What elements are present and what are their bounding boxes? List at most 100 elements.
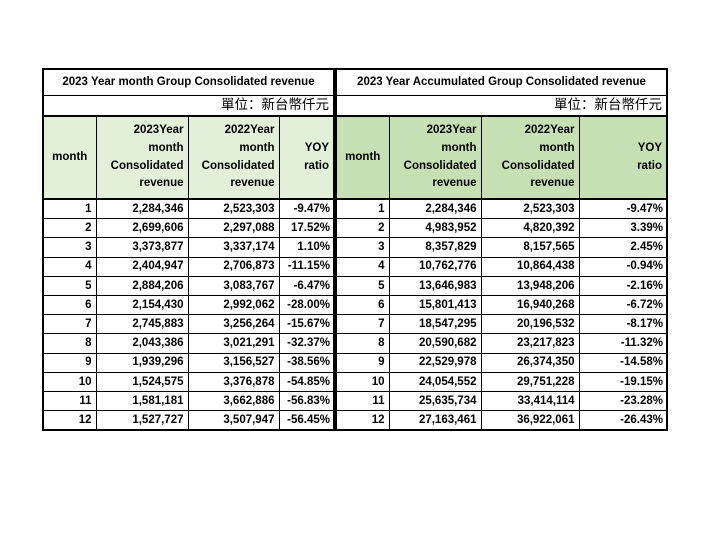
yoy-cell: -32.37%: [278, 333, 335, 354]
revenue-2022-cell: 36,922,061: [480, 410, 580, 431]
revenue-2023-column-header: 2023Year month Consolidated revenue: [388, 115, 482, 200]
yoy-cell: -6.47%: [278, 275, 335, 296]
month-cell: 2: [42, 218, 97, 239]
month-cell: 3: [335, 237, 390, 258]
yoy-cell: -15.67%: [278, 314, 335, 335]
month-cell: 6: [335, 294, 390, 316]
table-row: 8 2,043,386 3,021,291 -32.37%: [42, 333, 335, 354]
yoy-cell: 17.52%: [278, 218, 335, 239]
monthly-table-title: 2023 Year month Group Consolidated reven…: [42, 68, 335, 96]
unit-label: 單位：新台幣仟元: [335, 95, 668, 117]
revenue-2022-cell: 2,297,088: [187, 218, 280, 239]
table-row: 10 1,524,575 3,376,878 -54.85%: [42, 371, 335, 392]
month-cell: 7: [335, 314, 390, 335]
table-row: 7 18,547,295 20,196,532 -8.17%: [335, 314, 668, 335]
yoy-cell: -2.16%: [578, 275, 668, 296]
revenue-2022-cell: 3,376,878: [187, 371, 280, 392]
revenue-2023-cell: 2,043,386: [95, 333, 189, 354]
month-cell: 4: [42, 256, 97, 277]
revenue-2022-cell: 20,196,532: [480, 314, 580, 335]
yoy-cell: -14.58%: [578, 352, 668, 373]
yoy-cell: -11.15%: [278, 256, 335, 277]
revenue-2023-cell: 22,529,978: [388, 352, 482, 373]
revenue-2023-cell: 20,590,682: [388, 333, 482, 354]
accumulated-table-title: 2023 Year Accumulated Group Consolidated…: [335, 68, 668, 96]
revenue-2022-cell: 23,217,823: [480, 333, 580, 354]
accumulated-table-header-row: month 2023Year month Consolidated revenu…: [335, 115, 668, 200]
revenue-2023-cell: 18,547,295: [388, 314, 482, 335]
table-row: 8 20,590,682 23,217,823 -11.32%: [335, 333, 668, 354]
accumulated-revenue-table: 2023 Year Accumulated Group Consolidated…: [335, 68, 668, 432]
yoy-ratio-column-header: YOY ratio: [278, 115, 335, 200]
table-row: 9 1,939,296 3,156,527 -38.56%: [42, 352, 335, 373]
table-row: 11 1,581,181 3,662,886 -56.83%: [42, 390, 335, 412]
yoy-cell: -56.45%: [278, 410, 335, 431]
table-row: 12 27,163,461 36,922,061 -26.43%: [335, 410, 668, 431]
revenue-2022-cell: 3,021,291: [187, 333, 280, 354]
month-cell: 1: [335, 198, 390, 220]
revenue-2023-cell: 1,939,296: [95, 352, 189, 373]
accumulated-table-body: 1 2,284,346 2,523,303 -9.47% 2 4,983,952…: [335, 198, 668, 431]
month-cell: 8: [335, 333, 390, 354]
table-row: 4 10,762,776 10,864,438 -0.94%: [335, 256, 668, 277]
yoy-cell: -56.83%: [278, 390, 335, 412]
yoy-cell: -6.72%: [578, 294, 668, 316]
revenue-2023-cell: 4,983,952: [388, 218, 482, 239]
revenue-2022-column-header: 2022Year month Consolidated revenue: [480, 115, 580, 200]
table-row: 3 8,357,829 8,157,565 2.45%: [335, 237, 668, 258]
yoy-cell: -9.47%: [278, 198, 335, 220]
table-row: 12 1,527,727 3,507,947 -56.45%: [42, 410, 335, 431]
yoy-cell: -19.15%: [578, 371, 668, 392]
month-cell: 9: [42, 352, 97, 373]
table-row: 4 2,404,947 2,706,873 -11.15%: [42, 256, 335, 277]
revenue-2022-cell: 2,523,303: [480, 198, 580, 220]
revenue-2022-cell: 2,706,873: [187, 256, 280, 277]
month-cell: 7: [42, 314, 97, 335]
month-cell: 10: [335, 371, 390, 392]
yoy-cell: -0.94%: [578, 256, 668, 277]
revenue-2023-cell: 13,646,983: [388, 275, 482, 296]
revenue-2023-cell: 3,373,877: [95, 237, 189, 258]
month-cell: 11: [335, 390, 390, 412]
month-cell: 3: [42, 237, 97, 258]
yoy-cell: 2.45%: [578, 237, 668, 258]
table-row: 2 2,699,606 2,297,088 17.52%: [42, 218, 335, 239]
monthly-revenue-table: 2023 Year month Group Consolidated reven…: [42, 68, 335, 432]
revenue-2023-cell: 1,524,575: [95, 371, 189, 392]
revenue-2022-cell: 26,374,350: [480, 352, 580, 373]
table-row: 6 15,801,413 16,940,268 -6.72%: [335, 294, 668, 316]
revenue-2023-cell: 10,762,776: [388, 256, 482, 277]
revenue-2023-cell: 27,163,461: [388, 410, 482, 431]
revenue-2022-column-header: 2022Year month Consolidated revenue: [187, 115, 280, 200]
table-row: 11 25,635,734 33,414,114 -23.28%: [335, 390, 668, 412]
yoy-cell: -23.28%: [578, 390, 668, 412]
revenue-2022-cell: 2,992,062: [187, 294, 280, 316]
revenue-2022-cell: 3,337,174: [187, 237, 280, 258]
month-cell: 2: [335, 218, 390, 239]
revenue-2022-cell: 2,523,303: [187, 198, 280, 220]
month-cell: 10: [42, 371, 97, 392]
table-row: 5 13,646,983 13,948,206 -2.16%: [335, 275, 668, 296]
month-cell: 5: [335, 275, 390, 296]
revenue-2023-column-header: 2023Year month Consolidated revenue: [95, 115, 189, 200]
yoy-cell: -11.32%: [578, 333, 668, 354]
table-row: 1 2,284,346 2,523,303 -9.47%: [42, 198, 335, 220]
month-cell: 4: [335, 256, 390, 277]
revenue-2023-cell: 2,404,947: [95, 256, 189, 277]
table-row: 1 2,284,346 2,523,303 -9.47%: [335, 198, 668, 220]
revenue-2023-cell: 25,635,734: [388, 390, 482, 412]
revenue-2022-cell: 29,751,228: [480, 371, 580, 392]
revenue-sheet: 2023 Year month Group Consolidated reven…: [42, 68, 668, 432]
unit-label: 單位：新台幣仟元: [42, 95, 335, 117]
yoy-ratio-column-header: YOY ratio: [578, 115, 668, 200]
revenue-2023-cell: 1,581,181: [95, 390, 189, 412]
revenue-2023-cell: 2,154,430: [95, 294, 189, 316]
monthly-table-header-row: month 2023Year month Consolidated revenu…: [42, 115, 335, 200]
revenue-2023-cell: 8,357,829: [388, 237, 482, 258]
revenue-2022-cell: 13,948,206: [480, 275, 580, 296]
yoy-cell: -54.85%: [278, 371, 335, 392]
month-cell: 12: [335, 410, 390, 431]
revenue-2023-cell: 2,745,883: [95, 314, 189, 335]
month-cell: 9: [335, 352, 390, 373]
table-row: 6 2,154,430 2,992,062 -28.00%: [42, 294, 335, 316]
